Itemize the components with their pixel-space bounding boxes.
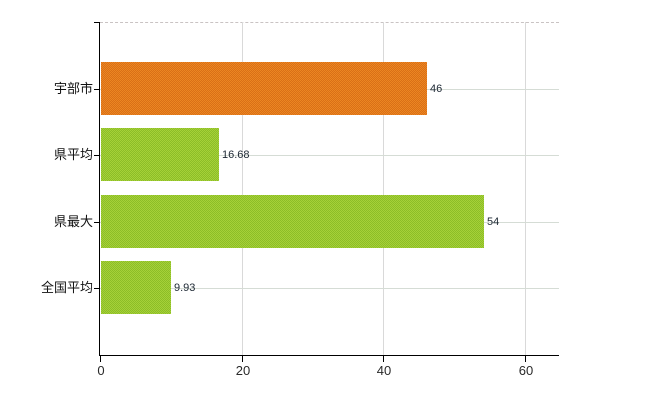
- x-axis-tick: [383, 356, 384, 362]
- x-axis-tick: [525, 356, 526, 362]
- y-axis-tick: [94, 222, 100, 223]
- vertical-gridline: [242, 22, 243, 355]
- vertical-gridline: [383, 22, 384, 355]
- y-axis-line: [99, 22, 100, 356]
- bar-県最大: [101, 195, 484, 248]
- y-axis-tick: [94, 288, 100, 289]
- category-label-宇部市: 宇部市: [53, 81, 93, 96]
- x-tick-label-20: 20: [235, 363, 251, 378]
- y-axis-tick: [94, 155, 100, 156]
- y-axis-tick: [94, 89, 100, 90]
- bar-value-label: 16.68: [222, 149, 250, 161]
- y-axis-top-tick: [94, 22, 100, 23]
- plot-top-border: [100, 22, 559, 23]
- x-axis-tick: [100, 356, 101, 362]
- x-tick-label-60: 60: [518, 363, 534, 378]
- category-label-県最大: 県最大: [53, 214, 93, 229]
- x-tick-label-0: 0: [97, 363, 105, 378]
- x-axis-tick: [242, 356, 243, 362]
- category-label-県平均: 県平均: [53, 147, 93, 162]
- horizontal-gridline: [100, 288, 559, 289]
- x-tick-label-40: 40: [376, 363, 392, 378]
- bar-value-label: 9.93: [174, 282, 196, 294]
- bar-value-label: 46: [430, 83, 443, 95]
- bar-value-label: 54: [487, 216, 500, 228]
- bar-宇部市: [101, 62, 427, 115]
- x-axis-line: [99, 355, 559, 356]
- bar-県平均: [101, 128, 219, 181]
- vertical-gridline: [525, 22, 526, 355]
- horizontal-gridline: [100, 155, 559, 156]
- category-label-全国平均: 全国平均: [40, 280, 93, 295]
- bar-全国平均: [101, 261, 171, 314]
